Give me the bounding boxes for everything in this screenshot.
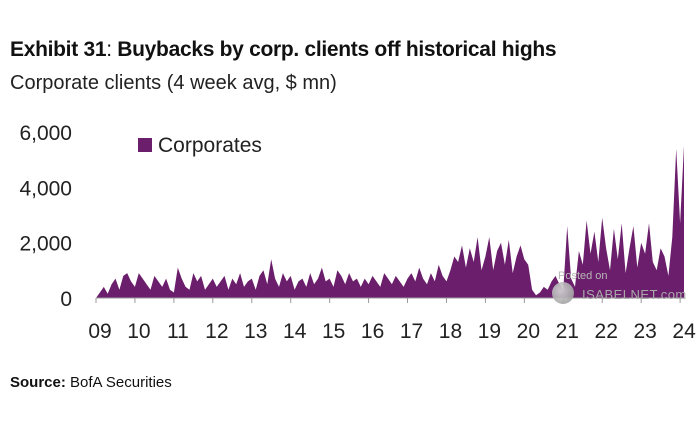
corporates-area xyxy=(96,145,684,298)
x-tick-label: 10 xyxy=(127,320,150,343)
x-tick-label: 13 xyxy=(244,320,267,343)
x-tick-label: 17 xyxy=(400,320,423,343)
legend-swatch-corporates xyxy=(138,138,152,152)
y-tick-label: 0 xyxy=(60,288,72,311)
x-tick-label: 09 xyxy=(88,320,111,343)
chart-title-separator: : xyxy=(106,38,118,61)
isabelnet-logo-icon xyxy=(552,282,574,304)
x-tick-label: 14 xyxy=(283,320,307,343)
x-tick-label: 19 xyxy=(478,320,501,343)
chart-title-prefix: Exhibit 31 xyxy=(10,38,107,61)
x-tick-label: 20 xyxy=(517,320,540,343)
x-tick-label: 23 xyxy=(633,320,656,343)
x-tick-label: 22 xyxy=(595,320,618,343)
source-label: Source: xyxy=(10,374,66,391)
chart-title-main: Buybacks by corp. clients off historical… xyxy=(117,38,557,61)
y-tick-label: 6,000 xyxy=(19,122,72,145)
source-text: BofA Securities xyxy=(70,374,172,391)
x-tick-label: 24 xyxy=(672,320,696,343)
chart-canvas: 0 2,000 4,000 6,000 09 10 11 12 13 14 15 16 17 18 19 20… xyxy=(19,122,696,343)
source-note: Source: BofA Securities xyxy=(10,374,172,391)
watermark: Posted on ISABELNET.com xyxy=(552,270,686,310)
legend-label-corporates: Corporates xyxy=(158,134,262,157)
x-tick-label: 18 xyxy=(439,320,462,343)
watermark-line2: ISABELNET.com xyxy=(582,287,687,302)
x-tick-label: 16 xyxy=(361,320,384,343)
y-tick-label: 4,000 xyxy=(19,177,72,200)
y-tick-label: 2,000 xyxy=(19,233,72,256)
chart-subtitle: Corporate clients (4 week avg, $ mn) xyxy=(10,72,337,94)
chart-title: Exhibit 31: Buybacks by corp. clients of… xyxy=(10,38,557,62)
x-tick-label: 11 xyxy=(167,320,189,343)
x-tick-label: 15 xyxy=(322,320,345,343)
x-tick-label: 21 xyxy=(556,320,579,343)
x-tick-label: 12 xyxy=(205,320,228,343)
watermark-line1: Posted on xyxy=(558,270,608,282)
